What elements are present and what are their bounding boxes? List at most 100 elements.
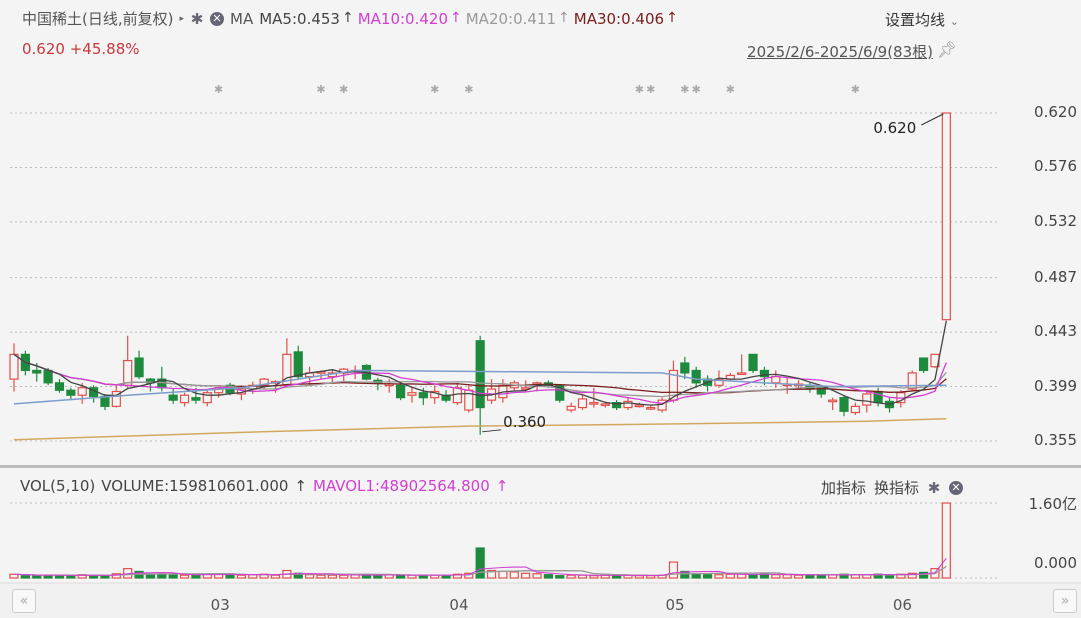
volume-bar — [88, 575, 99, 579]
candle-body — [123, 359, 133, 386]
candle-body — [623, 400, 633, 409]
candle-body — [43, 369, 53, 384]
candle-body — [646, 406, 656, 410]
up-arrow-icon: ↑ — [294, 477, 307, 495]
candle-body — [293, 351, 303, 378]
close-icon[interactable]: ✕ — [949, 480, 963, 495]
candle-body — [202, 392, 212, 404]
volume-bar — [725, 573, 735, 579]
event-marker-icon: ✱ — [339, 83, 348, 96]
candle-body — [259, 378, 269, 386]
ma20-line — [13, 353, 947, 398]
annotation-arrow — [921, 113, 944, 126]
volume-bar — [100, 575, 110, 579]
candle-body — [907, 372, 917, 390]
set-ma-label: 设置均线 — [884, 11, 945, 29]
candle-body — [418, 392, 428, 399]
time-tick-label: 05 — [665, 596, 685, 614]
candle-body — [737, 372, 747, 376]
ma-extra-line — [13, 369, 947, 405]
up-arrow-icon: ↑ — [558, 9, 570, 26]
event-marker-icon: ✱ — [464, 83, 473, 96]
ma-value: MA10:0.420 — [357, 9, 448, 28]
price-tick-label: 0.487 — [1034, 267, 1077, 286]
volume-bar — [179, 574, 190, 579]
expand-triangle-icon[interactable]: ▸ — [179, 13, 185, 24]
annotation-label: 0.360 — [503, 413, 546, 431]
volume-bar — [612, 575, 622, 579]
candle-body — [918, 357, 929, 372]
candle-body — [612, 402, 622, 409]
annotation-label: 0.620 — [873, 119, 916, 137]
candle-body — [54, 382, 65, 391]
close-icon[interactable]: ✕ — [210, 11, 225, 26]
candle-body — [566, 405, 576, 411]
pin-icon[interactable]: 📌︎ — [936, 40, 957, 59]
volume-bar — [691, 573, 701, 579]
volume-bar — [737, 573, 747, 579]
price-tick-label: 0.620 — [1034, 103, 1077, 121]
volume-bar — [532, 573, 542, 579]
time-tick-label: 06 — [892, 596, 912, 614]
event-marker-icon: ✱ — [692, 83, 701, 96]
gear-icon[interactable]: ✱ — [927, 478, 941, 497]
gear-icon[interactable]: ✱ — [190, 9, 204, 28]
ma5-line — [13, 320, 947, 406]
volume-bar — [918, 571, 929, 579]
candle-body — [9, 353, 19, 380]
volume-bar — [702, 574, 713, 579]
annotation-arrow — [482, 429, 502, 433]
volume-bar — [270, 574, 281, 579]
date-range-link[interactable]: 2025/2/6-2025/6/9(83根) — [747, 43, 933, 61]
candle-body — [691, 369, 701, 384]
vol-label: VOL(5,10) — [20, 477, 96, 495]
candle-body — [600, 403, 610, 406]
candle-body — [828, 399, 838, 403]
price-summary: 0.620 +45.88% — [22, 40, 140, 58]
price-tick-label: 0.576 — [1034, 157, 1077, 176]
candle-body — [441, 394, 451, 401]
price-tick-label: 0.532 — [1034, 211, 1077, 230]
up-arrow-icon: ↑ — [450, 9, 462, 26]
time-axis — [0, 583, 1081, 618]
ma-extra-line — [13, 417, 947, 441]
ma-value: MA5:0.453 — [259, 9, 340, 28]
candle-body — [941, 112, 951, 321]
event-marker-icon: ✱ — [851, 83, 860, 96]
current-price: 0.620 — [22, 40, 65, 58]
volume-bar — [66, 575, 76, 579]
set-ma-dropdown[interactable]: 设置均线 ⌄ — [885, 9, 959, 30]
scroll-right-button[interactable]: » — [1053, 589, 1077, 613]
price-change: +45.88% — [69, 40, 140, 58]
volume-bar — [157, 573, 167, 579]
mavol-line — [13, 557, 947, 577]
add-indicator-button[interactable]: 加指标 — [820, 479, 866, 497]
volume-bar — [486, 569, 497, 579]
volume-bar — [145, 574, 156, 579]
event-marker-icon: ✱ — [646, 83, 655, 96]
candle-body — [32, 369, 42, 374]
candle-body — [634, 404, 644, 408]
chart-header: 中国稀土(日线,前复权) ▸ ✱ ✕ MA MA5:0.453 ↑ MA10:0.4… — [22, 8, 682, 29]
candle-body — [862, 393, 872, 406]
volume-bar — [20, 574, 30, 579]
candle-body — [850, 405, 860, 414]
volume-bar — [668, 561, 679, 579]
volume-bar — [793, 574, 804, 579]
volume-bar — [907, 572, 917, 579]
candle-body — [589, 402, 599, 405]
mavol-value: MAVOL1:48902564.800 — [313, 477, 490, 495]
volume-bar — [32, 575, 42, 579]
candle-body — [179, 394, 190, 404]
volume-bar — [782, 574, 792, 579]
volume-bar — [475, 547, 485, 579]
volume-bar — [680, 570, 690, 579]
volume-bar — [714, 574, 724, 579]
switch-indicator-button[interactable]: 换指标 — [873, 479, 919, 497]
candle-body — [134, 357, 144, 378]
volume-bar — [884, 574, 895, 579]
scroll-left-button[interactable]: « — [12, 589, 36, 613]
volume-bar — [543, 574, 553, 579]
candle-body — [145, 378, 156, 384]
